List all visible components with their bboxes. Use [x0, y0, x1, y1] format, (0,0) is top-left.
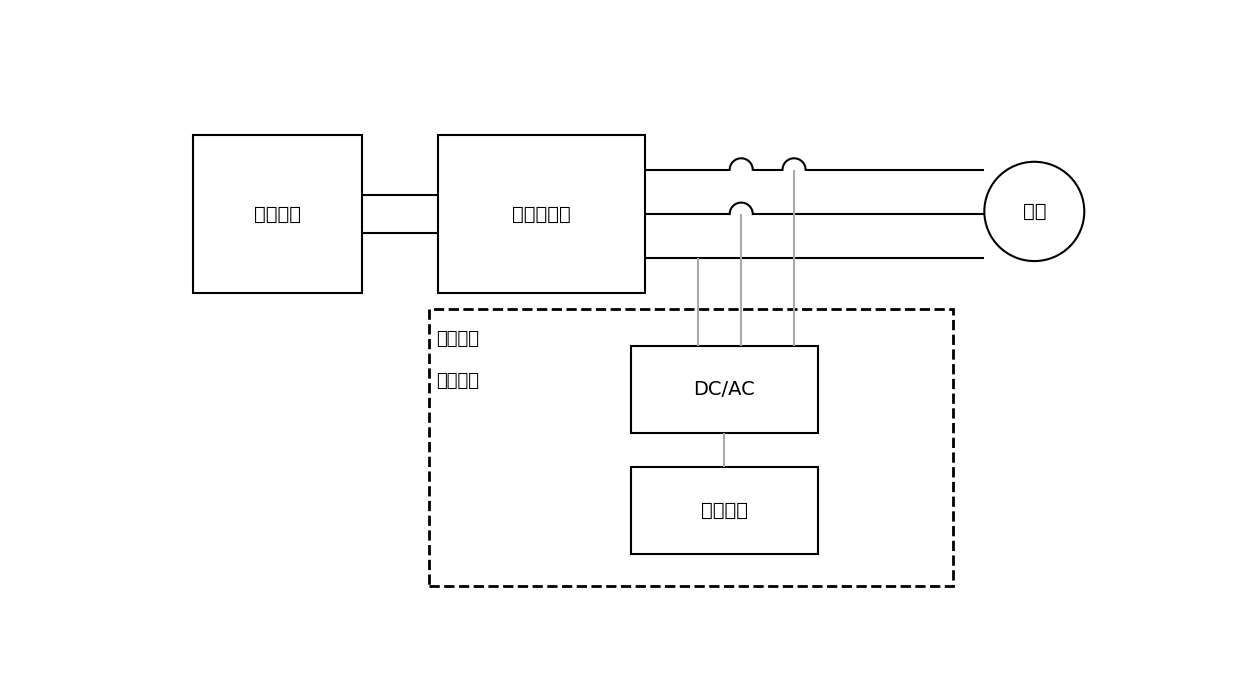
- Text: 光伏逆变器: 光伏逆变器: [512, 205, 572, 223]
- FancyBboxPatch shape: [429, 309, 952, 586]
- Text: 储能电池: 储能电池: [701, 501, 748, 520]
- FancyBboxPatch shape: [631, 346, 818, 433]
- FancyBboxPatch shape: [439, 135, 645, 293]
- Text: DC/AC: DC/AC: [693, 380, 755, 399]
- Text: 交流光伏: 交流光伏: [436, 330, 480, 348]
- FancyBboxPatch shape: [193, 135, 362, 293]
- Text: 光伏面板: 光伏面板: [254, 205, 301, 223]
- FancyBboxPatch shape: [631, 467, 818, 554]
- Ellipse shape: [985, 162, 1084, 261]
- Text: 储能系统: 储能系统: [436, 373, 480, 390]
- Text: 电网: 电网: [1023, 202, 1047, 221]
